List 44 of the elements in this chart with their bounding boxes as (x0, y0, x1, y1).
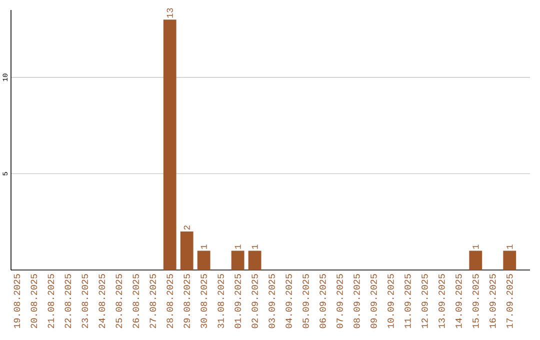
x-tick-label: 06.09.2025 (320, 274, 326, 328)
x-tick-label: 15.09.2025 (472, 274, 479, 328)
x-tick-label: 14.09.2025 (456, 274, 462, 328)
bar (180, 231, 194, 270)
x-tick-label: 19.08.2025 (14, 274, 20, 328)
x-tick-label: 11.09.2025 (404, 274, 411, 328)
x-tick-label: 12.09.2025 (422, 274, 428, 328)
bar (231, 250, 244, 270)
bar (197, 250, 210, 270)
x-tick-label: 26.08.2025 (132, 274, 139, 328)
bar (248, 250, 262, 270)
data-label: 1 (200, 244, 207, 249)
x-tick-label: 31.08.2025 (218, 274, 224, 328)
x-tick-label: 25.08.2025 (116, 274, 122, 328)
bar (503, 250, 516, 270)
x-tick-label: 16.09.2025 (490, 274, 496, 328)
x-tick-label: 07.09.2025 (336, 274, 343, 328)
x-tick-label: 08.09.2025 (354, 274, 360, 328)
data-label: 2 (184, 226, 190, 230)
x-tick-label: 28.08.2025 (166, 274, 173, 328)
x-tick-label: 03.09.2025 (268, 274, 275, 328)
data-label: 13 (166, 8, 173, 18)
x-tick-label: 09.09.2025 (370, 274, 377, 328)
x-tick-label: 24.08.2025 (98, 274, 106, 328)
x-tick-label: 20.08.2025 (30, 274, 38, 328)
x-tick-label: 02.09.2025 (252, 274, 258, 328)
x-tick-label: 01.09.2025 (234, 274, 241, 328)
data-label: 1 (252, 244, 258, 249)
x-tick-label: 17.09.2025 (506, 274, 513, 328)
x-tick-label: 13.09.2025 (438, 274, 445, 328)
x-tick-label: 10.09.2025 (388, 274, 394, 328)
bar (469, 250, 482, 270)
x-tick-label: 29.08.2025 (184, 274, 190, 328)
x-tick-label: 21.08.2025 (48, 274, 54, 328)
x-tick-label: 30.08.2025 (200, 274, 207, 328)
data-label: 1 (234, 244, 241, 249)
x-tick-label: 23.08.2025 (82, 274, 88, 328)
data-label: 1 (472, 244, 479, 249)
data-label: 1 (506, 244, 513, 249)
x-tick-label: 04.09.2025 (286, 274, 292, 328)
bar (163, 20, 176, 270)
x-tick-label: 22.08.2025 (64, 274, 72, 328)
x-tick-label: 05.09.2025 (302, 274, 309, 328)
x-tick-label: 27.08.2025 (150, 274, 156, 328)
